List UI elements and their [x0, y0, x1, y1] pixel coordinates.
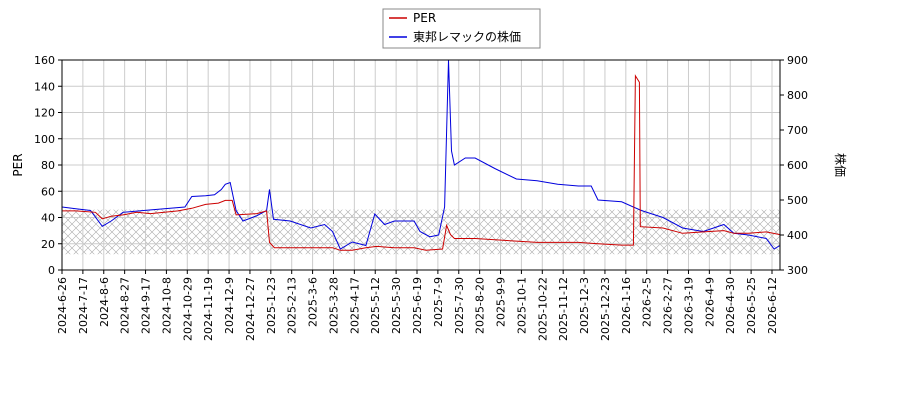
x-tick-label: 2025-11-12 — [557, 277, 570, 341]
x-tick-label: 2025-6-19 — [411, 277, 424, 334]
legend-box — [382, 8, 541, 49]
x-tick-label: 2025-1-23 — [265, 277, 278, 334]
x-tick-label: 2026-4-9 — [703, 277, 716, 327]
x-tick-label: 2024-7-17 — [77, 277, 90, 334]
x-tick-label: 2026-3-19 — [682, 277, 695, 334]
x-tick-label: 2026-1-16 — [620, 277, 633, 334]
x-tick-label: 2026-6-12 — [766, 277, 779, 334]
legend-label-per: PER — [413, 11, 436, 25]
x-tick-label: 2024-12-9 — [223, 277, 236, 334]
x-tick-label: 2025-8-20 — [474, 277, 487, 334]
left-tick-label: 60 — [41, 185, 55, 198]
right-axis-label: 株価 — [833, 153, 848, 177]
x-tick-label: 2024-12-27 — [244, 277, 257, 341]
x-tick-label: 2025-10-1 — [515, 277, 528, 334]
left-tick-label: 20 — [41, 238, 55, 251]
series-layer — [61, 59, 781, 251]
right-axis: 300 400 500 600 700 800 900 — [780, 54, 808, 277]
x-tick-label: 2025-7-9 — [432, 277, 445, 327]
left-tick-label: 120 — [34, 107, 55, 120]
legend: PER 東邦レマックの株価 — [382, 8, 541, 49]
x-tick-label: 2025-9-9 — [495, 277, 508, 327]
x-tick-label: 2024-8-27 — [119, 277, 132, 334]
x-tick-label: 2025-5-30 — [390, 277, 403, 334]
right-tick-label: 600 — [787, 159, 808, 172]
x-tick-label: 2025-2-13 — [286, 277, 299, 334]
series-line-per — [62, 74, 781, 251]
x-tick-label: 2024-11-19 — [202, 277, 215, 341]
left-tick-label: 80 — [41, 159, 55, 172]
x-tick-label: 2024-9-17 — [140, 277, 153, 334]
x-tick-label: 2025-12-23 — [599, 277, 612, 341]
right-tick-label: 300 — [787, 264, 808, 277]
x-tick-label: 2025-3-6 — [307, 277, 320, 327]
right-tick-label: 400 — [787, 229, 808, 242]
right-tick-label: 500 — [787, 194, 808, 207]
x-tick-label: 2026-5-25 — [745, 277, 758, 334]
x-tick-label: 2026-2-5 — [641, 277, 654, 327]
right-tick-label: 800 — [787, 89, 808, 102]
x-tick-label: 2025-10-22 — [536, 277, 549, 341]
left-axis: 0 20 40 60 80 100 120 140 160 — [34, 54, 62, 277]
x-tick-label: 2026-2-27 — [662, 277, 675, 334]
x-tick-label: 2024-10-8 — [160, 277, 173, 334]
x-tick-label: 2026-4-30 — [724, 277, 737, 334]
x-axis: 2024-6-26 2024-7-17 2024-8-6 2024-8-27 2024-… — [56, 270, 779, 341]
left-axis-label: PER — [11, 153, 25, 176]
x-tick-label: 2024-8-6 — [98, 277, 111, 327]
right-tick-label: 900 — [787, 54, 808, 67]
x-tick-label: 2025-5-12 — [369, 277, 382, 334]
left-tick-label: 100 — [34, 133, 55, 146]
left-tick-label: 40 — [41, 212, 55, 225]
series-line-price — [61, 59, 781, 250]
x-tick-label: 2024-10-29 — [181, 277, 194, 341]
x-tick-label: 2024-6-26 — [56, 277, 69, 334]
x-tick-label: 2025-12-3 — [578, 277, 591, 334]
left-tick-label: 160 — [34, 54, 55, 67]
x-tick-label: 2025-4-17 — [348, 277, 361, 334]
x-tick-label: 2025-3-28 — [327, 277, 340, 334]
x-tick-label: 2025-7-30 — [453, 277, 466, 334]
right-tick-label: 700 — [787, 124, 808, 137]
legend-label-price: 東邦レマックの株価 — [413, 29, 521, 44]
left-tick-label: 140 — [34, 80, 55, 93]
left-tick-label: 0 — [48, 264, 55, 277]
